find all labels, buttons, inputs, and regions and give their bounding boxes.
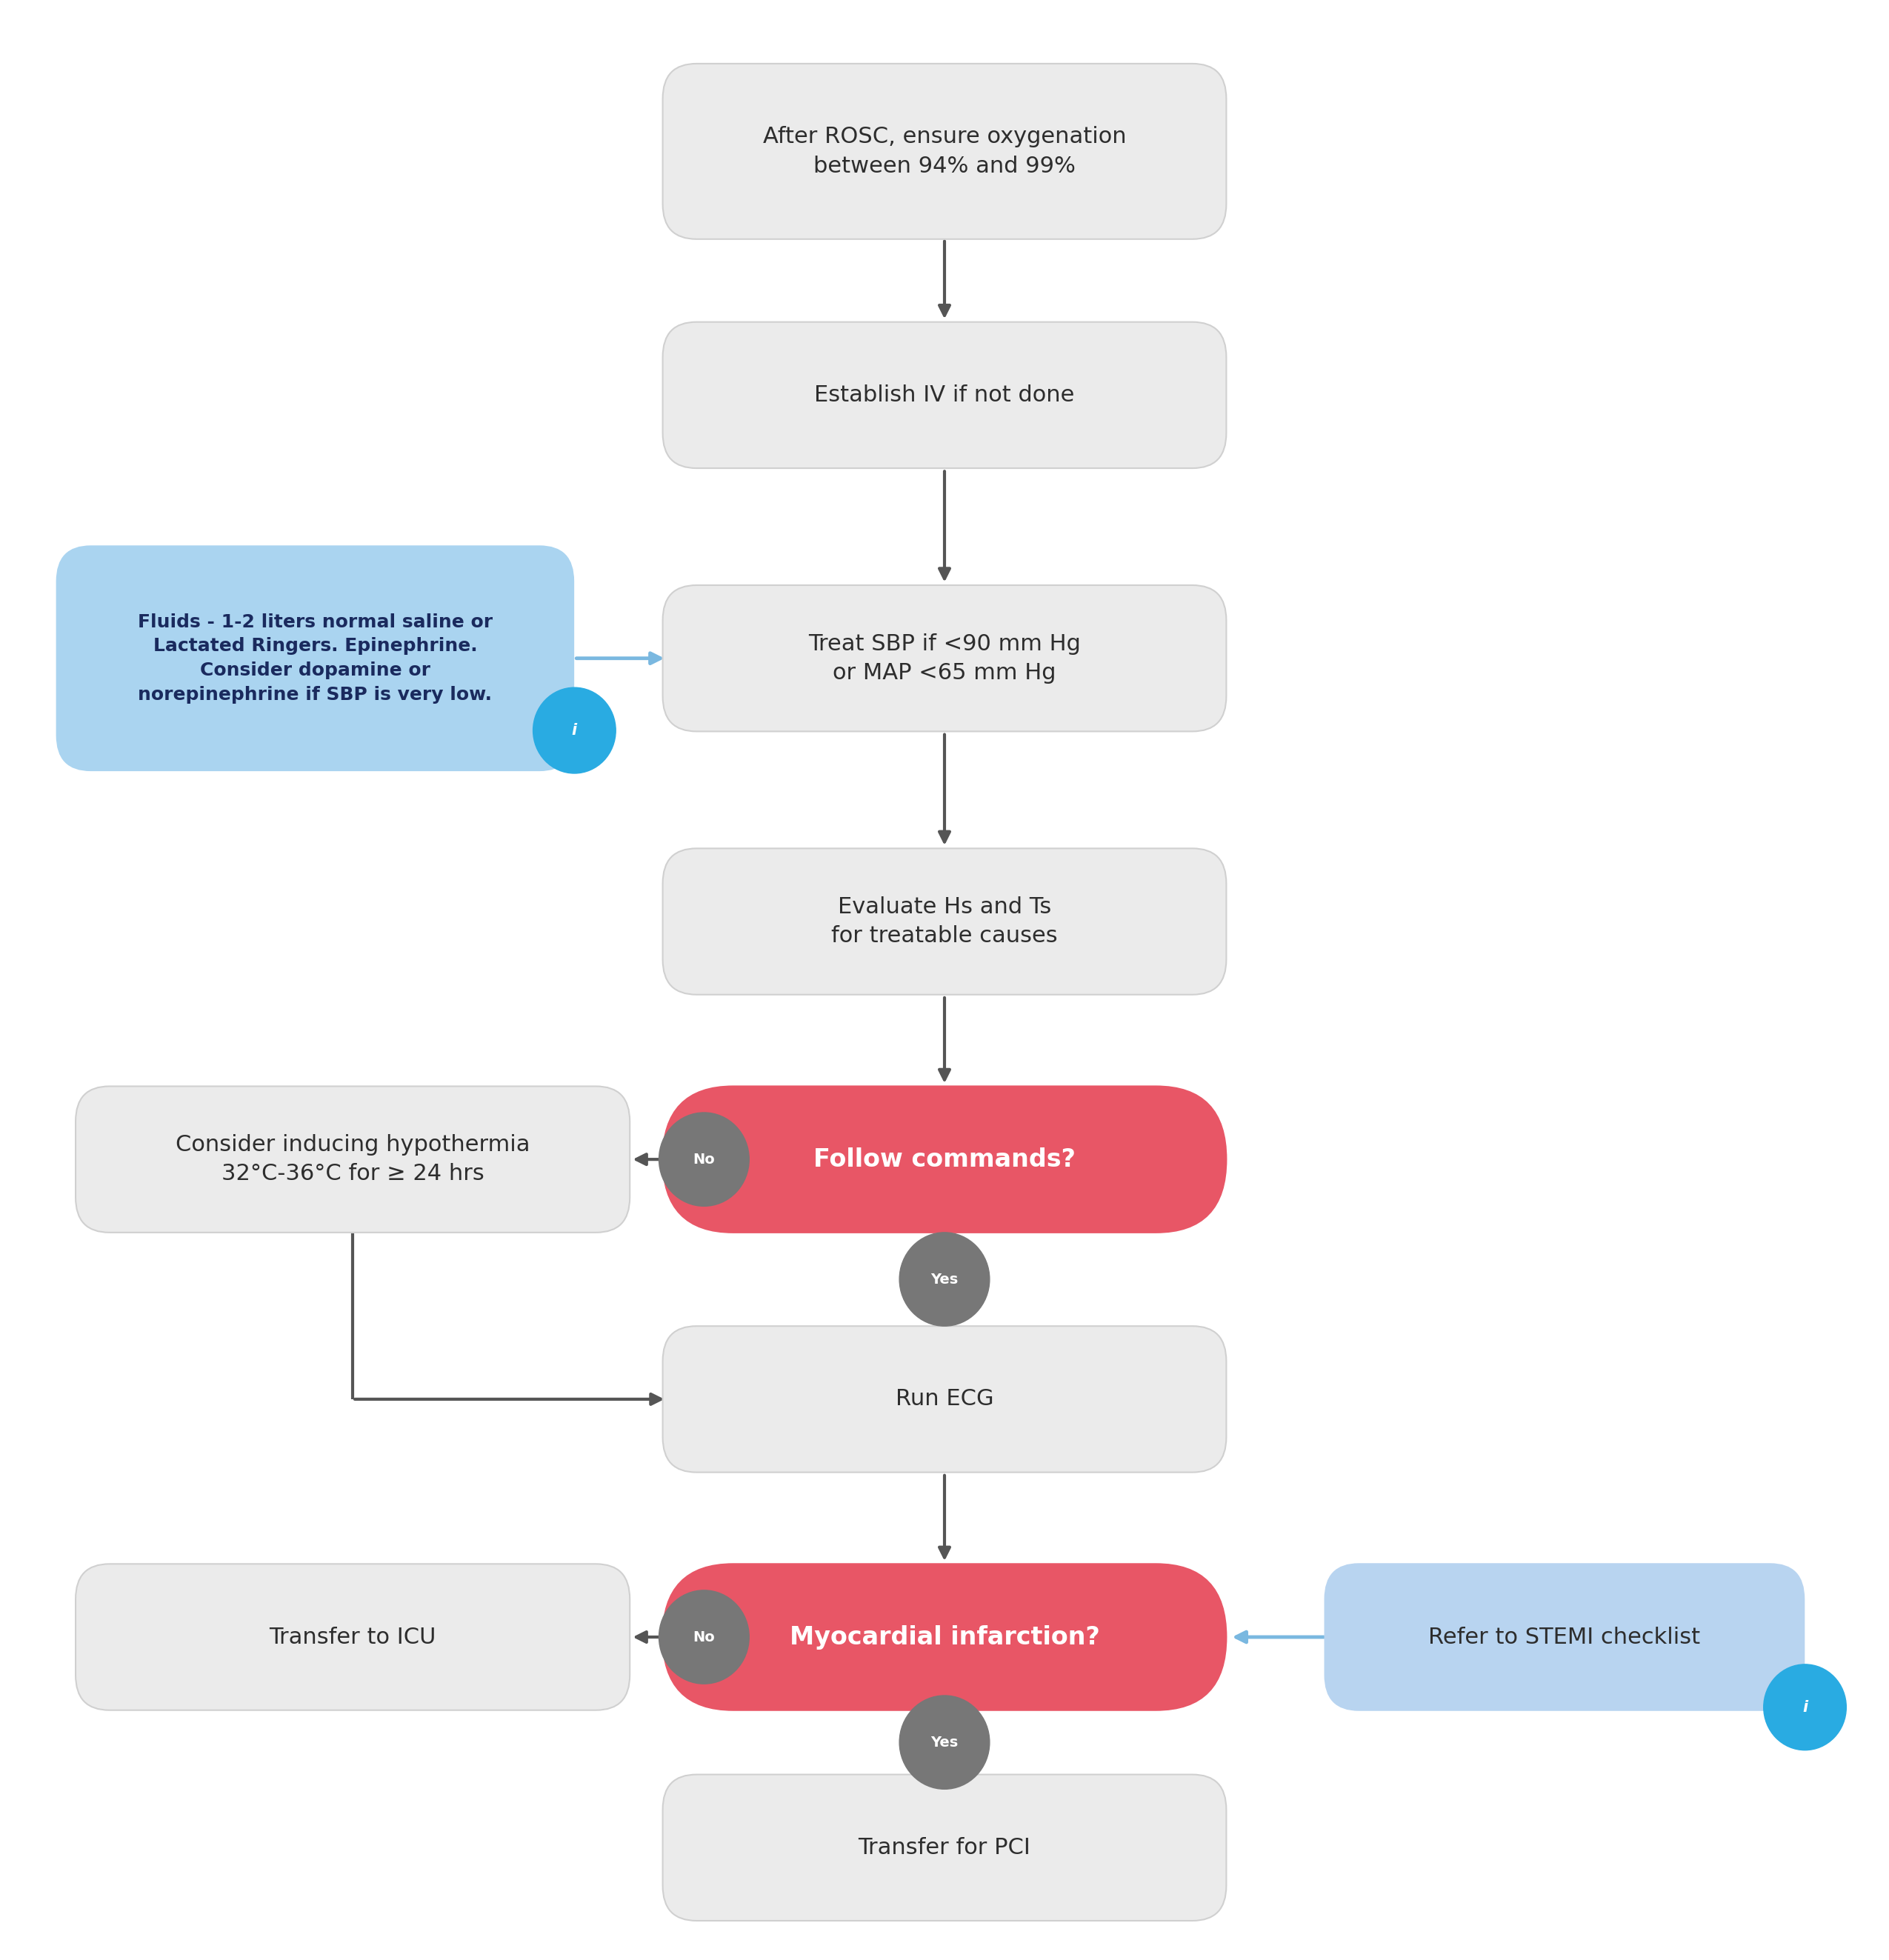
Text: i: i: [1802, 1699, 1808, 1715]
Text: Establish IV if not done: Establish IV if not done: [814, 384, 1075, 406]
Text: Yes: Yes: [931, 1735, 958, 1750]
Text: No: No: [693, 1152, 716, 1166]
FancyBboxPatch shape: [76, 1086, 629, 1233]
Text: No: No: [693, 1631, 716, 1644]
Text: Run ECG: Run ECG: [895, 1388, 994, 1409]
FancyBboxPatch shape: [663, 1774, 1226, 1921]
FancyBboxPatch shape: [1324, 1564, 1804, 1711]
FancyBboxPatch shape: [663, 1327, 1226, 1472]
Text: Yes: Yes: [931, 1272, 958, 1286]
FancyBboxPatch shape: [663, 321, 1226, 468]
Text: Transfer to ICU: Transfer to ICU: [270, 1627, 436, 1648]
FancyBboxPatch shape: [663, 63, 1226, 239]
Text: Fluids - 1-2 liters normal saline or
Lactated Ringers. Epinephrine.
Consider dop: Fluids - 1-2 liters normal saline or Lac…: [138, 613, 493, 704]
FancyBboxPatch shape: [57, 547, 574, 770]
Text: Consider inducing hypothermia
32°C-36°C for ≥ 24 hrs: Consider inducing hypothermia 32°C-36°C …: [176, 1135, 531, 1184]
Text: Transfer for PCI: Transfer for PCI: [858, 1837, 1031, 1858]
FancyBboxPatch shape: [663, 586, 1226, 731]
Text: i: i: [572, 723, 576, 737]
Circle shape: [659, 1590, 750, 1684]
Text: Follow commands?: Follow commands?: [814, 1147, 1075, 1172]
FancyBboxPatch shape: [663, 849, 1226, 994]
Circle shape: [899, 1233, 990, 1327]
Text: Treat SBP if <90 mm Hg
or MAP <65 mm Hg: Treat SBP if <90 mm Hg or MAP <65 mm Hg: [808, 633, 1081, 684]
Circle shape: [533, 688, 616, 774]
Text: Evaluate Hs and Ts
for treatable causes: Evaluate Hs and Ts for treatable causes: [831, 896, 1058, 947]
Circle shape: [1764, 1664, 1846, 1750]
Text: After ROSC, ensure oxygenation
between 94% and 99%: After ROSC, ensure oxygenation between 9…: [763, 125, 1126, 176]
Circle shape: [659, 1113, 750, 1205]
Text: Refer to STEMI checklist: Refer to STEMI checklist: [1428, 1627, 1700, 1648]
FancyBboxPatch shape: [663, 1086, 1226, 1233]
Circle shape: [899, 1695, 990, 1789]
FancyBboxPatch shape: [663, 1564, 1226, 1711]
Text: Myocardial infarction?: Myocardial infarction?: [790, 1625, 1099, 1648]
FancyBboxPatch shape: [76, 1564, 629, 1711]
